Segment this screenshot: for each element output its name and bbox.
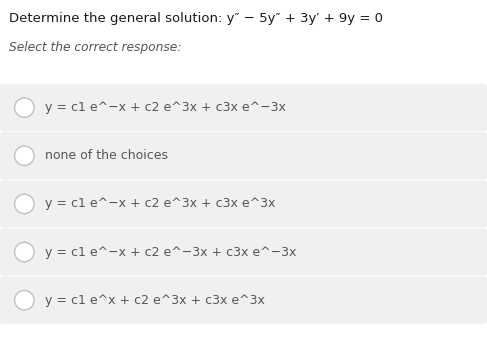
Ellipse shape (15, 98, 34, 118)
FancyBboxPatch shape (0, 132, 487, 179)
Ellipse shape (15, 290, 34, 310)
FancyBboxPatch shape (0, 180, 487, 228)
Text: y = c1 e^−x + c2 e^3x + c3x e^−3x: y = c1 e^−x + c2 e^3x + c3x e^−3x (45, 101, 286, 114)
Ellipse shape (15, 194, 34, 214)
Text: Select the correct response:: Select the correct response: (9, 41, 181, 54)
Text: y = c1 e^x + c2 e^3x + c3x e^3x: y = c1 e^x + c2 e^3x + c3x e^3x (45, 294, 265, 307)
Text: none of the choices: none of the choices (45, 149, 169, 162)
Text: y = c1 e^−x + c2 e^−3x + c3x e^−3x: y = c1 e^−x + c2 e^−3x + c3x e^−3x (45, 246, 297, 258)
FancyBboxPatch shape (0, 228, 487, 276)
Text: y = c1 e^−x + c2 e^3x + c3x e^3x: y = c1 e^−x + c2 e^3x + c3x e^3x (45, 198, 276, 210)
Ellipse shape (15, 242, 34, 262)
FancyBboxPatch shape (0, 276, 487, 324)
Ellipse shape (15, 146, 34, 166)
FancyBboxPatch shape (0, 84, 487, 131)
Text: Determine the general solution: y″ − 5y″ + 3y′ + 9y = 0: Determine the general solution: y″ − 5y″… (9, 12, 383, 25)
